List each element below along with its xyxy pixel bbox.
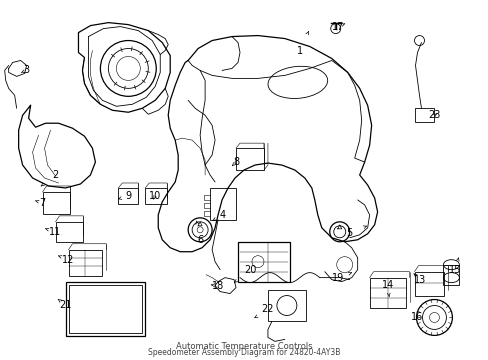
Text: Automatic Temperature Controls: Automatic Temperature Controls [175, 342, 312, 351]
Text: 3: 3 [23, 66, 30, 76]
Text: 17: 17 [331, 22, 343, 32]
Bar [238, 242, 289, 282]
Bar [68, 250, 102, 276]
Text: 23: 23 [427, 110, 440, 120]
Bar [65, 282, 145, 336]
Text: 6: 6 [197, 235, 203, 245]
Text: 22: 22 [261, 305, 274, 315]
Text: 14: 14 [381, 280, 393, 289]
Bar [118, 188, 138, 204]
Bar [414, 108, 433, 122]
Bar [267, 289, 305, 321]
Text: 15: 15 [448, 265, 461, 275]
Text: 1: 1 [296, 45, 302, 55]
Text: 8: 8 [232, 157, 239, 167]
Text: 5: 5 [346, 228, 352, 238]
Text: 10: 10 [149, 191, 161, 201]
Text: 9: 9 [125, 191, 131, 201]
Text: 20: 20 [244, 265, 256, 275]
Bar [145, 188, 167, 204]
Text: 11: 11 [49, 227, 61, 237]
Bar [369, 278, 405, 307]
Bar [443, 265, 458, 285]
Text: 13: 13 [413, 275, 426, 285]
Text: 18: 18 [211, 280, 224, 291]
Bar [236, 148, 264, 170]
Bar [42, 192, 70, 214]
Bar [210, 188, 236, 220]
Bar [68, 285, 142, 333]
Text: 7: 7 [40, 198, 45, 208]
Text: 12: 12 [62, 255, 75, 265]
Text: Speedometer Assembly Diagram for 24820-4AY3B: Speedometer Assembly Diagram for 24820-4… [147, 348, 340, 357]
Bar [414, 272, 444, 296]
Bar [56, 222, 83, 242]
Text: 16: 16 [410, 312, 423, 323]
Text: 2: 2 [52, 170, 59, 180]
Text: 4: 4 [220, 210, 225, 220]
Text: 21: 21 [59, 300, 72, 310]
Text: 19: 19 [331, 273, 343, 283]
